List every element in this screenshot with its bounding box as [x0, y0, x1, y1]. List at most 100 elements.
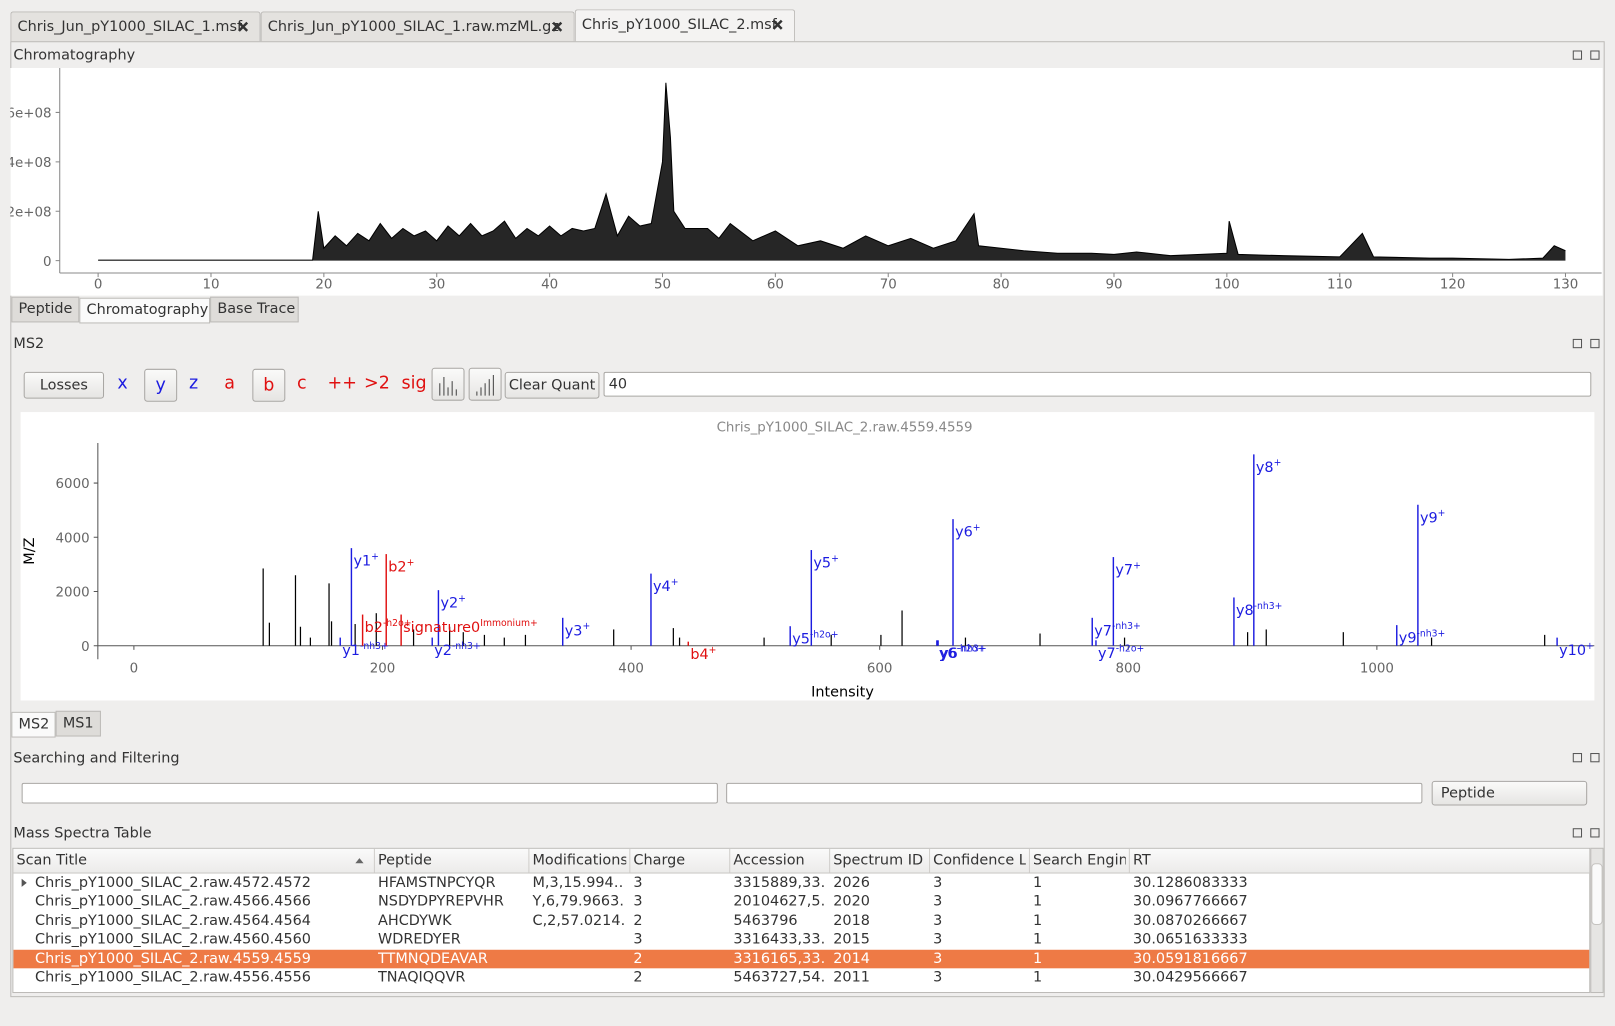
column-header[interactable]: Modifications: [532, 851, 627, 869]
annotation-charge: -h2o+: [810, 630, 839, 641]
table-cell: Chris_pY1000_SILAC_2.raw.4559.4559: [35, 950, 311, 967]
ion-toggle[interactable]: c: [296, 372, 307, 394]
peak-view-button[interactable]: [468, 367, 502, 401]
close-button[interactable]: [1590, 50, 1600, 60]
column-header[interactable]: Accession: [733, 851, 805, 869]
float-button[interactable]: [1572, 338, 1583, 349]
x-tick-label: 10: [202, 277, 219, 292]
ion-toggle[interactable]: x: [117, 372, 128, 394]
float-button[interactable]: [1572, 753, 1583, 763]
peak-annotation: y9+: [1420, 508, 1445, 526]
losses-button[interactable]: Losses: [23, 371, 105, 399]
close-button[interactable]: [1590, 753, 1600, 763]
table-row[interactable]: Chris_pY1000_SILAC_2.raw.4572.4572 HFAMST…: [13, 874, 1589, 893]
annotation-ion: y5: [813, 556, 831, 572]
tab-label: Chris_Jun_pY1000_SILAC_1.raw.mzML.gz: [267, 18, 559, 36]
table-cell: 3316433,33…: [733, 931, 824, 948]
combo-value: Peptide: [1440, 784, 1495, 802]
column-header[interactable]: RT: [1132, 851, 1151, 869]
close-icon[interactable]: [771, 19, 783, 31]
x-tick-label: 100: [1214, 277, 1240, 292]
table-cell: 5463727,54…: [733, 969, 824, 986]
table-cell: HFAMSTNPCYQR: [377, 874, 496, 892]
icon: [439, 377, 457, 396]
annotation-charge: +: [582, 621, 590, 632]
table-row[interactable]: Chris_pY1000_SILAC_2.raw.4566.4566 NSDYDP…: [13, 892, 1589, 911]
column-header[interactable]: Search Engine: [1033, 851, 1126, 869]
table-cell: 3315889,33…: [733, 874, 824, 892]
x-tick-label: 130: [1553, 277, 1579, 292]
table-cell: 1: [1033, 893, 1043, 910]
column-header[interactable]: Spectrum ID: [833, 851, 924, 869]
float-button[interactable]: [1572, 50, 1583, 60]
chromatography-chart: 0 10 20 30 40 50 60 70 80 90 100 110 120 130 0 2e+08 4e+…: [10, 67, 1602, 292]
x-tick-label: 0: [130, 662, 139, 677]
table-cell: 2018: [833, 912, 870, 929]
peak-annotation: y2+: [440, 593, 465, 611]
quant-input[interactable]: 40: [603, 371, 1592, 397]
close-icon[interactable]: [551, 21, 563, 33]
tab-label: Chris_Jun_pY1000_SILAC_1.msf: [17, 18, 243, 36]
ion-toggle[interactable]: y: [144, 368, 178, 402]
peak-annotation: y8+: [1256, 458, 1281, 476]
table-row[interactable]: Chris_pY1000_SILAC_2.raw.4559.4559 TTMNQD…: [13, 949, 1590, 969]
table-cell: 2011: [833, 969, 870, 986]
annotation-charge: -nh3+: [1417, 628, 1446, 639]
close-icon[interactable]: [237, 21, 249, 33]
file-tab[interactable]: Chris_pY1000_SILAC_2.msf: [574, 9, 796, 43]
view-tab[interactable]: MS1: [55, 710, 101, 737]
annotation-ion: y5: [792, 632, 810, 648]
peak-annotation: y6-nh3+: [940, 644, 986, 662]
annotation-ion: y2: [434, 643, 452, 659]
annotation-ion: y6: [939, 646, 957, 662]
ion-toggles: x y z a b c ++ >2 sig: [0, 368, 433, 403]
sort-indicator: [355, 858, 364, 864]
float-button[interactable]: [1572, 828, 1583, 838]
ion-toggle[interactable]: z: [189, 372, 199, 394]
annotation-charge: -nh3+: [958, 644, 987, 655]
chart-title: Chris_pY1000_SILAC_2.raw.4559.4559: [717, 421, 973, 436]
x-tick-label: 30: [428, 277, 445, 292]
close-button[interactable]: [1590, 338, 1600, 349]
annotation-ion: b4: [690, 647, 708, 663]
ion-toggle[interactable]: sig: [401, 372, 427, 394]
close-button[interactable]: [1590, 828, 1600, 838]
clear-quant-button[interactable]: Clear Quant: [504, 371, 600, 399]
ion-toggle[interactable]: ++: [327, 372, 357, 394]
x-tick-label: 200: [370, 662, 396, 677]
view-tab[interactable]: Chromatography: [79, 297, 211, 324]
table-cell: 3316165,33…: [733, 950, 824, 967]
column-header[interactable]: Charge: [633, 851, 686, 869]
filter-input[interactable]: [726, 782, 1423, 804]
table-row[interactable]: Chris_pY1000_SILAC_2.raw.4564.4564 AHCDYW…: [13, 911, 1589, 930]
ion-toggle[interactable]: a: [224, 372, 236, 394]
column-header[interactable]: Scan Title: [16, 851, 88, 869]
scrollbar-thumb[interactable]: [1591, 863, 1603, 926]
view-tab[interactable]: Base Trace: [210, 296, 299, 323]
table-cell: 20104627,5…: [733, 893, 824, 910]
table-cell: 1: [1033, 874, 1043, 892]
column-divider: [829, 848, 831, 873]
view-tab[interactable]: Peptide: [11, 296, 80, 323]
file-tab[interactable]: Chris_Jun_pY1000_SILAC_1.msf: [10, 11, 261, 43]
table-cell: 1: [1033, 912, 1043, 929]
annotation-ion: y9: [1420, 510, 1438, 526]
ms2-spectrum-chart: Chris_pY1000_SILAC_2.raw.4559.4559 0 200 40…: [22, 421, 1595, 700]
table-cell: 1: [1033, 931, 1043, 948]
table-row[interactable]: Chris_pY1000_SILAC_2.raw.4560.4560 WDREDY…: [13, 930, 1589, 949]
column-header[interactable]: Confidence Le: [933, 851, 1026, 869]
x-axis-label: Intensity: [811, 684, 874, 700]
table-row[interactable]: Chris_pY1000_SILAC_2.raw.4556.4556 TNAQIQ…: [13, 968, 1589, 987]
file-tab[interactable]: Chris_Jun_pY1000_SILAC_1.raw.mzML.gz: [260, 11, 575, 43]
annotation-charge: +: [1438, 508, 1446, 519]
ion-toggle[interactable]: >2: [364, 372, 390, 394]
view-tab[interactable]: MS2: [11, 711, 56, 738]
search-input[interactable]: [21, 782, 718, 804]
peak-view-button[interactable]: [431, 367, 465, 401]
ion-toggle[interactable]: b: [252, 368, 286, 402]
mode-combo[interactable]: Peptide: [1431, 780, 1588, 806]
x-tick-label: 20: [315, 277, 332, 292]
annotation-ion: y2: [440, 596, 458, 612]
arrow: [21, 878, 27, 887]
column-header[interactable]: Peptide: [377, 851, 432, 869]
